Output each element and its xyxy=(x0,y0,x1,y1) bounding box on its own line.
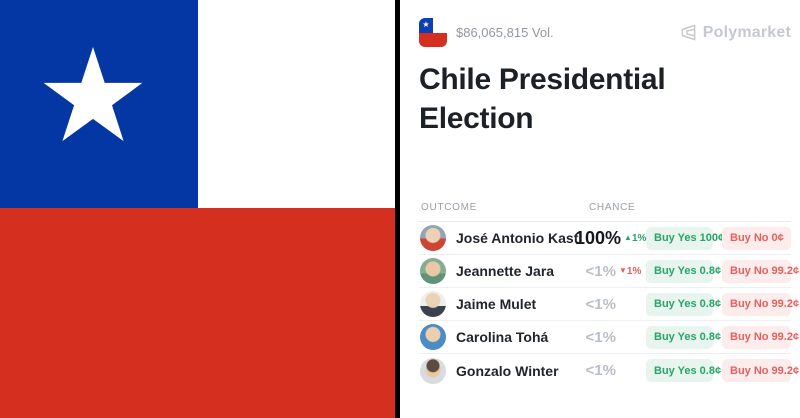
chance-delta: ▲1% xyxy=(621,233,651,244)
trade-buttons: Buy Yes 0.8¢ Buy No 99.2¢ xyxy=(646,325,799,349)
panel-divider xyxy=(395,0,400,418)
candidate-cell: Gonzalo Winter xyxy=(419,357,575,384)
chance-value: <1% xyxy=(585,362,616,379)
polymarket-wordmark: Polymarket xyxy=(702,23,791,41)
mini-flag-canton: ★ xyxy=(419,18,433,33)
candidate-cell: Jeannette Jara xyxy=(419,258,575,284)
outcome-row: Gonzalo Winter <1% Buy Yes 0.8¢ Buy No 9… xyxy=(419,354,799,387)
chance-value: <1% xyxy=(585,295,616,313)
trade-buttons: Buy Yes 0.8¢ Buy No 99.2¢ xyxy=(646,292,799,316)
buy-no-button[interactable]: Buy No 99.2¢ xyxy=(722,292,799,316)
chance-column-header: CHANCE xyxy=(589,202,636,213)
delta-value: 1% xyxy=(626,265,642,277)
buy-yes-button[interactable]: Buy Yes 0.8¢ xyxy=(646,259,721,283)
outcome-row: Jeannette Jara <1% ▼1% Buy Yes 0.8¢ Buy … xyxy=(419,255,799,288)
outcome-row: Carolina Tohá <1% Buy Yes 0.8¢ Buy No 99… xyxy=(419,321,799,354)
table-header: OUTCOME CHANCE xyxy=(419,202,791,222)
chance-cell: 100% ▲1% xyxy=(575,228,646,249)
chance-cell: <1% ▼1% xyxy=(575,263,646,280)
trade-buttons: Buy Yes 0.8¢ Buy No 99.2¢ xyxy=(646,359,799,382)
candidate-name: Carolina Tohá xyxy=(456,329,549,345)
market-card: ★ $86,065,815 Vol. Polymarket Chile Pres… xyxy=(400,0,800,418)
outcome-row: Jaime Mulet <1% Buy Yes 0.8¢ Buy No 99.2… xyxy=(419,288,799,321)
chile-flag-icon: ★ xyxy=(419,18,447,47)
candidate-cell: Jaime Mulet xyxy=(419,291,575,317)
candidate-avatar xyxy=(420,324,446,350)
candidate-avatar xyxy=(420,225,446,251)
candidate-avatar xyxy=(420,291,446,317)
buy-no-button[interactable]: Buy No 99.2¢ xyxy=(722,259,799,283)
buy-yes-button[interactable]: Buy Yes 0.8¢ xyxy=(646,292,721,316)
candidate-name: Jeannette Jara xyxy=(456,263,555,279)
trade-buttons: Buy Yes 100¢ Buy No 0¢ xyxy=(646,226,791,250)
candidate-name: Gonzalo Winter xyxy=(456,362,559,379)
chance-value: <1% xyxy=(585,328,616,346)
outcome-row: José Antonio Kast 100% ▲1% Buy Yes 100¢ … xyxy=(419,222,791,255)
buy-yes-button[interactable]: Buy Yes 0.8¢ xyxy=(646,325,721,349)
flag-red-band xyxy=(0,208,395,418)
flag-star-icon xyxy=(43,47,143,142)
chance-cell: <1% xyxy=(575,329,646,346)
candidate-avatar xyxy=(420,258,446,284)
chance-cell: <1% xyxy=(575,362,646,379)
delta-arrow-icon: ▲ xyxy=(624,232,632,242)
buy-no-button[interactable]: Buy No 0¢ xyxy=(722,226,791,250)
polymarket-logo[interactable]: Polymarket xyxy=(680,24,791,42)
buy-yes-button[interactable]: Buy Yes 0.8¢ xyxy=(646,359,721,382)
buy-no-button[interactable]: Buy No 99.2¢ xyxy=(722,325,799,349)
polymarket-icon xyxy=(680,24,697,41)
candidate-cell: José Antonio Kast xyxy=(419,225,579,251)
mini-flag-red xyxy=(419,33,447,47)
volume-label: $86,065,815 Vol. xyxy=(456,25,554,40)
chance-value: 100% xyxy=(575,227,622,248)
candidate-name: José Antonio Kast xyxy=(456,230,579,246)
chance-delta: ▼1% xyxy=(616,266,646,277)
card-header: ★ $86,065,815 Vol. Polymarket xyxy=(419,18,791,47)
candidate-avatar xyxy=(420,357,446,384)
chile-flag-image xyxy=(0,0,395,418)
buy-yes-button[interactable]: Buy Yes 100¢ xyxy=(646,226,724,250)
buy-no-button[interactable]: Buy No 99.2¢ xyxy=(722,359,799,382)
market-title: Chile Presidential Election xyxy=(419,63,666,135)
chance-cell: <1% xyxy=(575,296,646,313)
candidate-cell: Carolina Tohá xyxy=(419,324,575,350)
outcome-list: José Antonio Kast 100% ▲1% Buy Yes 100¢ … xyxy=(419,222,799,387)
chance-value: <1% xyxy=(585,262,616,280)
candidate-name: Jaime Mulet xyxy=(456,296,537,312)
delta-value: 1% xyxy=(631,232,647,244)
delta-arrow-icon: ▼ xyxy=(619,265,627,275)
trade-buttons: Buy Yes 0.8¢ Buy No 99.2¢ xyxy=(646,259,799,283)
outcome-column-header: OUTCOME xyxy=(421,202,478,213)
